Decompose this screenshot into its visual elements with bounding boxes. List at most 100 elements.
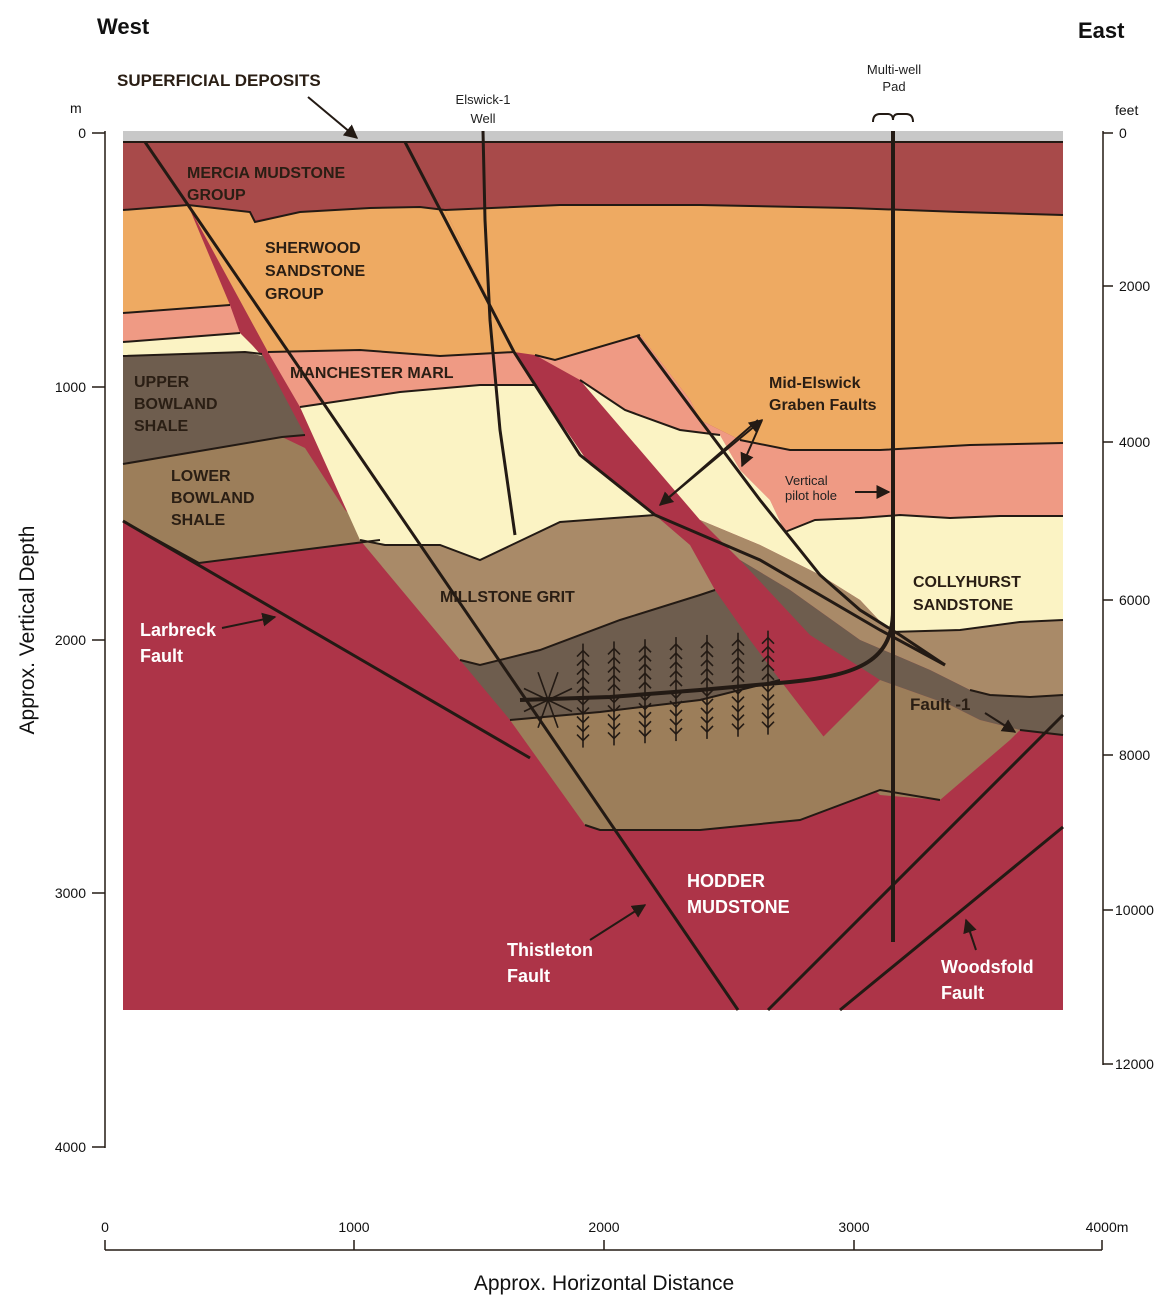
fracture-line <box>613 722 621 730</box>
fracture-line <box>582 716 590 724</box>
mercia-mudstone-central <box>145 142 445 220</box>
fracture-line <box>613 731 621 739</box>
leader-arrows <box>221 96 1017 951</box>
woodsfold-arrow <box>963 918 977 951</box>
west-label: West <box>97 14 150 39</box>
fracture-line <box>700 698 708 706</box>
fracture-line <box>700 650 708 658</box>
left-tick-1000: 1000 <box>55 379 86 395</box>
fracture-line <box>731 639 739 647</box>
woodsfold-fault <box>839 825 1064 1012</box>
larbreck-fault <box>122 519 531 760</box>
fracture-line <box>537 699 549 728</box>
fracture-line <box>669 727 677 735</box>
fracture-line <box>669 661 677 669</box>
fracture-line <box>737 705 745 713</box>
fracture-line <box>761 685 769 693</box>
millstone-grit-central <box>360 515 715 665</box>
right-tick-8000: 8000 <box>1119 747 1150 763</box>
fracture-line <box>761 655 769 663</box>
fracture-line <box>613 656 621 664</box>
graben-faults-label-2: Graben Faults <box>769 397 877 414</box>
fracture-stimulation-symbols <box>523 630 775 748</box>
mercia-label-1: MERCIA MUDSTONE <box>187 165 346 182</box>
superficial-deposits-label: SUPERFICIAL DEPOSITS <box>117 71 321 90</box>
fracture-line <box>761 712 769 720</box>
hodder-label-2: MUDSTONE <box>687 897 790 917</box>
fault-1-arrow <box>984 712 1017 733</box>
fracture-line <box>644 663 652 671</box>
fracture-line <box>761 694 769 702</box>
fracture-line <box>731 675 739 683</box>
fracture-line <box>737 687 745 695</box>
multi-well-pad-label-1: Multi-well <box>867 62 921 77</box>
fracture-line <box>675 661 683 669</box>
fracture-line <box>761 721 769 729</box>
fault-lines <box>122 141 1065 1012</box>
fracture-line <box>638 693 646 701</box>
fracture-line <box>582 677 590 685</box>
larbreck-label-1: Larbreck <box>140 620 217 640</box>
fracture-line <box>576 650 584 658</box>
fracture-line <box>638 711 646 719</box>
mercia-label-2: GROUP <box>187 187 246 204</box>
left-tick-3000: 3000 <box>55 885 86 901</box>
fracture-line <box>675 727 683 735</box>
fracture-line <box>613 683 621 691</box>
x-tick-3000: 3000 <box>838 1219 869 1235</box>
upper-bowland-label-3: SHALE <box>134 418 189 435</box>
upper-bowland-label-2: BOWLAND <box>134 396 218 413</box>
fracture-line <box>607 647 615 655</box>
fracture-line <box>669 700 677 708</box>
woodsfold-label-2: Fault <box>941 983 984 1003</box>
fracture-line <box>644 645 652 653</box>
sherwood-label-1: SHERWOOD <box>265 240 361 257</box>
fracture-line <box>761 703 769 711</box>
fracture-line <box>638 672 646 680</box>
graben-faults-label-1: Mid-Elswick <box>769 375 861 392</box>
fracture-line <box>582 707 590 715</box>
fracture-line <box>706 698 714 706</box>
fracture-line <box>706 668 714 676</box>
larbreck-label-2: Fault <box>140 646 183 666</box>
fracture-line <box>644 729 652 737</box>
pilot-hole-label-1: Vertical <box>785 473 828 488</box>
fracture-line <box>731 723 739 731</box>
lower-bowland-label-1: LOWER <box>171 468 231 485</box>
upper-bowland-shale-central <box>460 590 780 720</box>
fracture-line <box>644 654 652 662</box>
fracture-line <box>675 718 683 726</box>
fracture-line <box>669 709 677 717</box>
fracture-line <box>576 707 584 715</box>
east-label: East <box>1078 18 1125 43</box>
fracture-line <box>644 672 652 680</box>
fracture-line <box>669 652 677 660</box>
graben-arrow-3 <box>659 419 764 506</box>
fracture-line <box>613 695 621 703</box>
woodsfold-label-1: Woodsfold <box>941 957 1034 977</box>
fracture-line <box>582 668 590 676</box>
fracture-line <box>582 650 590 658</box>
horizontal-axis-title: Approx. Horizontal Distance <box>474 1272 734 1295</box>
fracture-line <box>675 679 683 687</box>
fracture-line <box>523 699 549 713</box>
fracture-line <box>638 654 646 662</box>
fracture-line <box>731 696 739 704</box>
fracture-line <box>582 734 590 742</box>
fracture-line <box>644 711 652 719</box>
fracture-line <box>706 716 714 724</box>
fracture-line <box>700 716 708 724</box>
fracture-line <box>706 725 714 733</box>
fracture-line <box>706 650 714 658</box>
mercia-mudstone-west <box>123 142 188 210</box>
elswick-well-label-2: Well <box>470 111 495 126</box>
fracture-line <box>761 637 769 645</box>
axes <box>92 131 1113 1251</box>
lower-bowland-shale-east <box>820 680 1020 800</box>
fracture-line <box>582 686 590 694</box>
fracture-line <box>675 652 683 660</box>
thistleton-arrow <box>589 904 647 941</box>
horizontal-lateral-well <box>519 609 895 702</box>
right-tick-10000: 10000 <box>1115 902 1154 918</box>
fracture-line <box>737 648 745 656</box>
